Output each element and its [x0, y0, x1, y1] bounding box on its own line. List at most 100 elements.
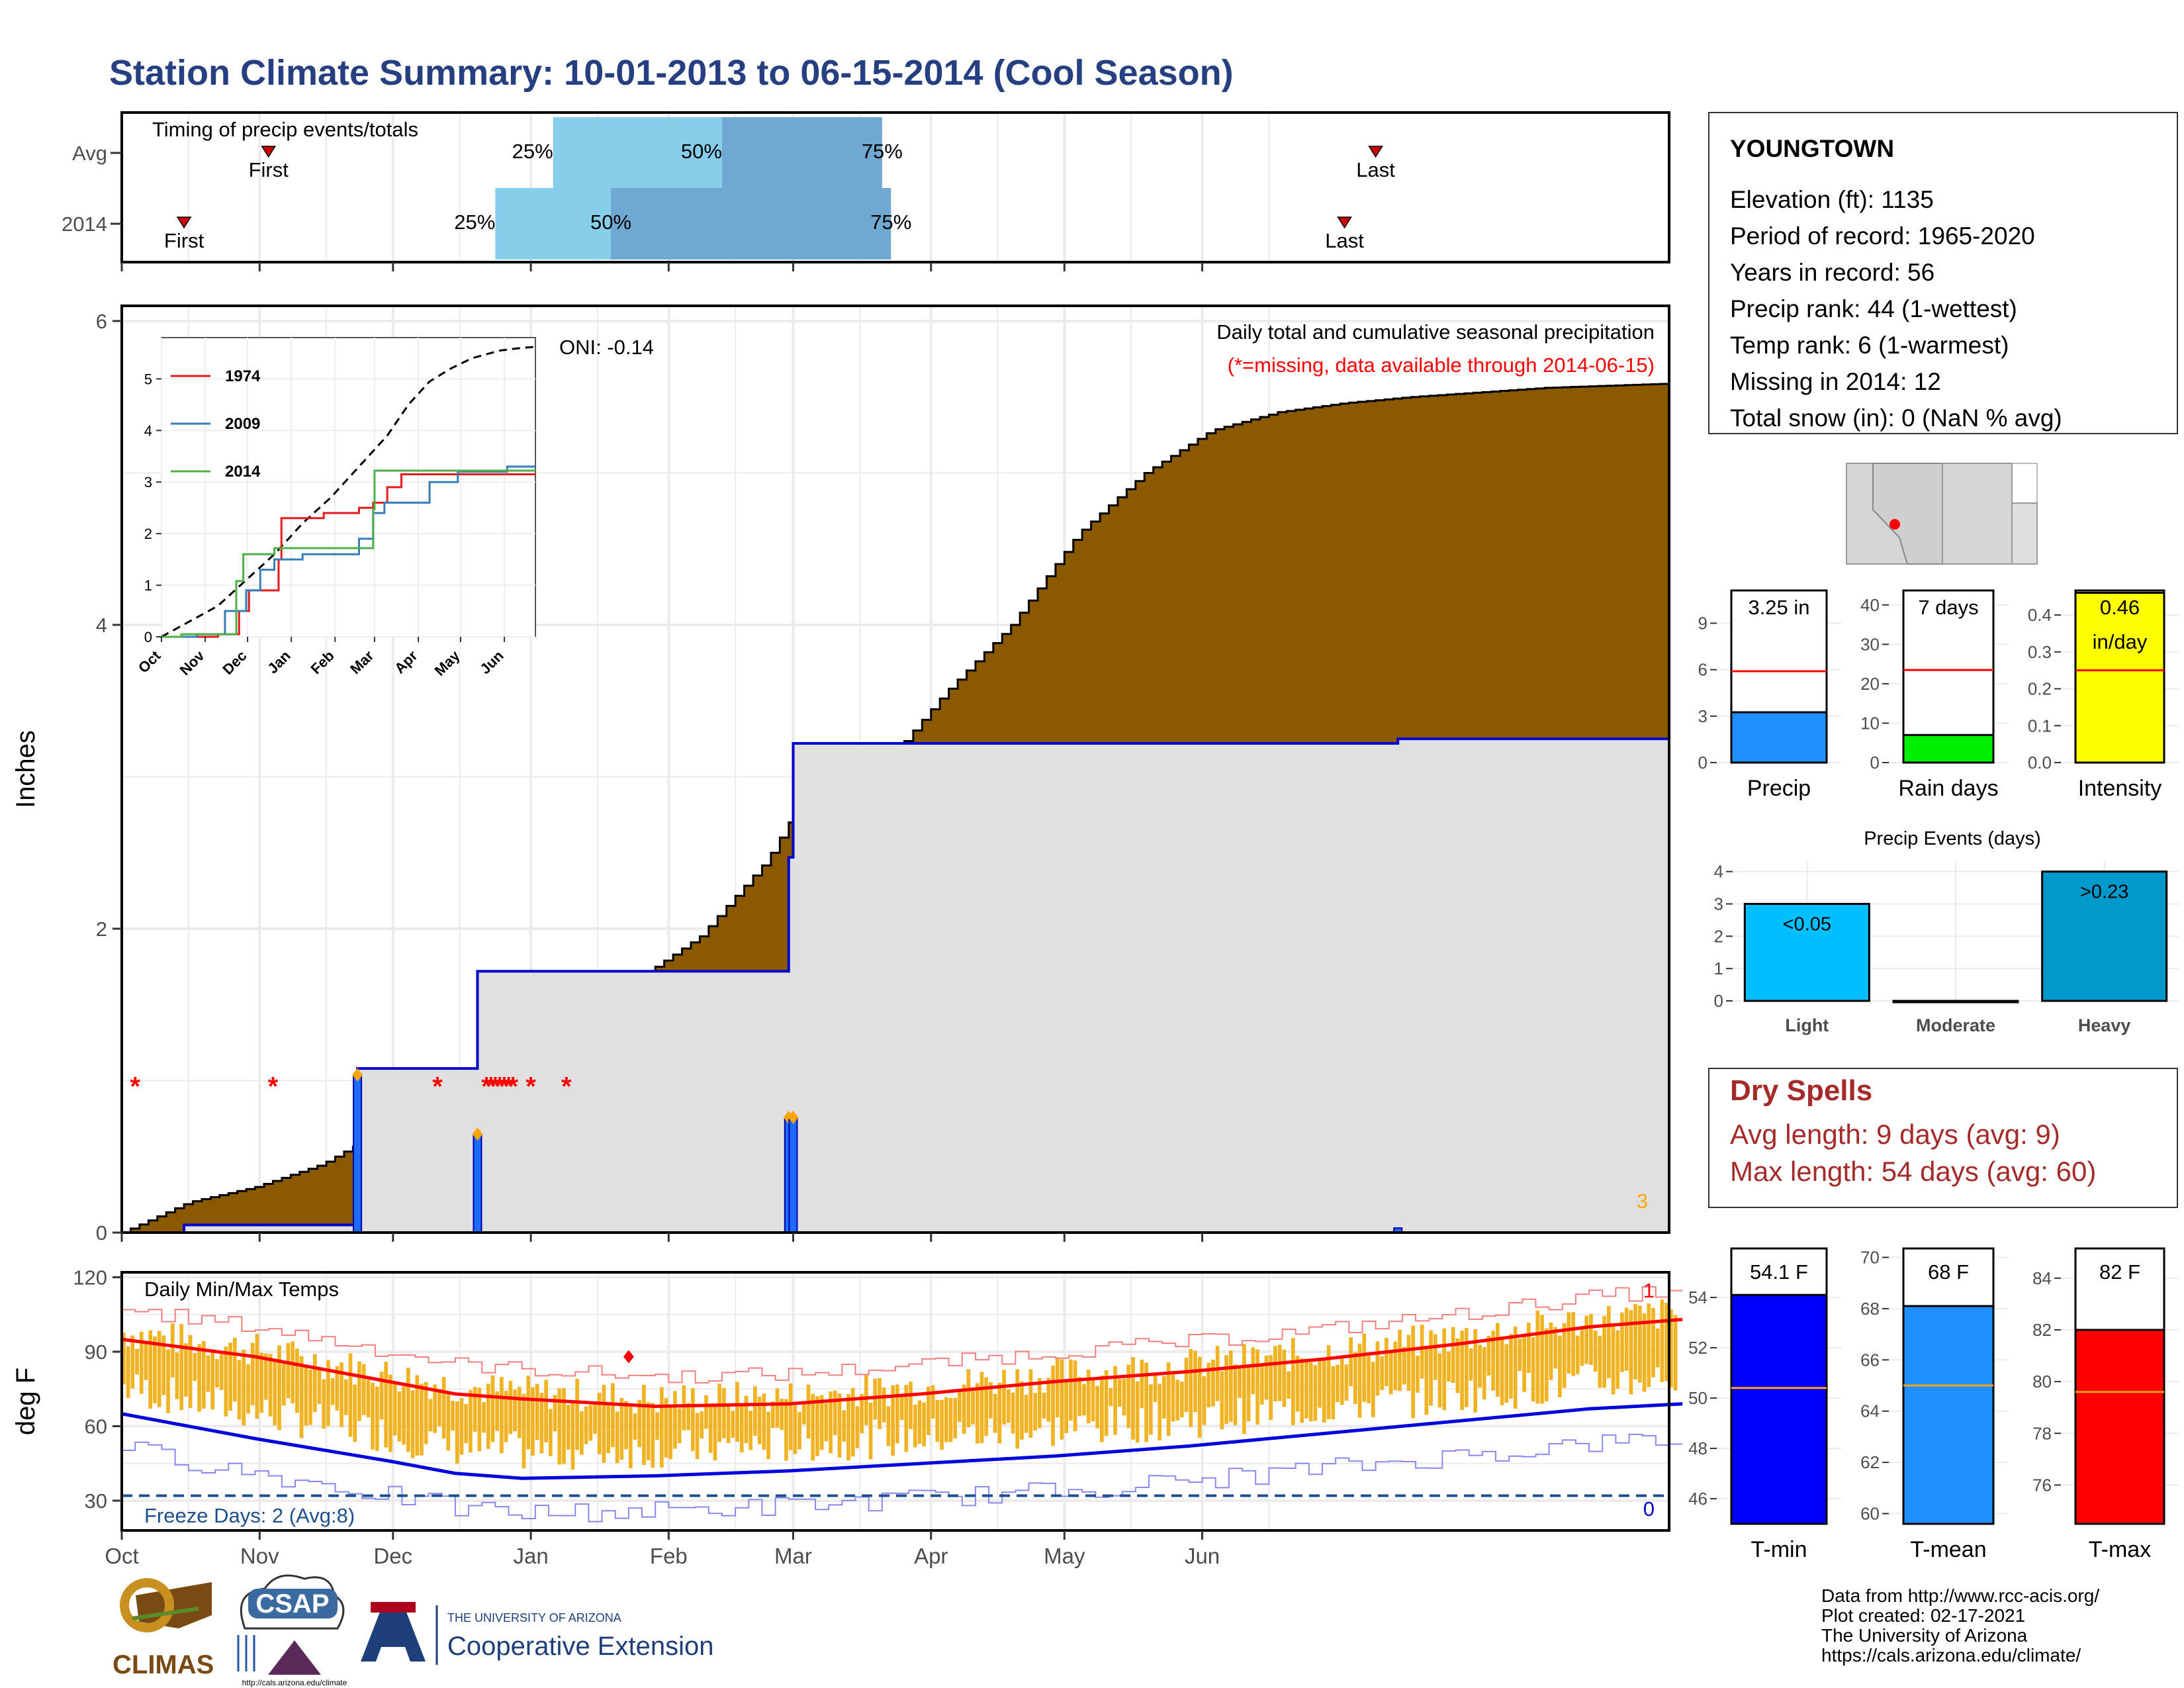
summary-bar-y-tick-label: 82: [2032, 1320, 2052, 1340]
inset-legend-label: 2009: [225, 415, 260, 433]
daily-temp-bar: [1633, 1303, 1637, 1380]
daily-temp-bar: [326, 1360, 330, 1427]
daily-temp-bar: [1002, 1370, 1006, 1425]
summary-bar-y-tick-label: 20: [1860, 674, 1880, 694]
daily-temp-bar: [224, 1346, 228, 1417]
missing-marker: *: [268, 1072, 279, 1101]
ua-small-text: THE UNIVERSITY OF ARIZONA: [447, 1611, 621, 1624]
daily-temp-bar: [1251, 1347, 1255, 1395]
summary-bar-y-tick-label: 62: [1860, 1452, 1880, 1472]
daily-temp-bar: [1411, 1325, 1416, 1419]
missing-marker: *: [561, 1072, 572, 1101]
daily-temp-bar: [948, 1397, 953, 1442]
events-bar-label: <0.05: [1783, 914, 1831, 935]
daily-temp-bar: [864, 1375, 868, 1425]
daily-temp-bar: [135, 1348, 139, 1375]
daily-temp-bar: [441, 1377, 446, 1439]
timing-panel: 25% 50% 75% First Last 25% 50% 75% First Last Tim…: [62, 111, 1670, 263]
min-record-count: 0: [1643, 1497, 1655, 1521]
summary-bar-category: Rain days: [1898, 776, 1998, 801]
daily-temp-bar: [575, 1379, 579, 1450]
daily-temp-bar: [642, 1384, 646, 1466]
daily-temp-bar: [246, 1364, 250, 1414]
daily-temp-bar: [1006, 1389, 1011, 1423]
daily-temp-bar: [1117, 1379, 1122, 1407]
daily-temp-bar: [312, 1354, 317, 1413]
daily-temp-bar: [161, 1335, 166, 1395]
events-category: Moderate: [1916, 1015, 1995, 1035]
daily-temp-bar: [437, 1389, 441, 1427]
events-bar: [2041, 870, 2168, 1002]
summary-bar-y-tick-label: 10: [1860, 713, 1880, 733]
daily-temp-bar: [806, 1384, 811, 1439]
daily-temp-bar: [700, 1411, 704, 1439]
daily-temp-bar: [1482, 1346, 1486, 1400]
daily-temp-bar: [1331, 1366, 1336, 1420]
daily-temp-bar: [1509, 1334, 1513, 1399]
missing-marker: *: [486, 1072, 496, 1101]
precip-summary-bars: 0 3 6 9 3.25 in Precip 0 10 20 30 40 7 days Rain day…: [1698, 589, 2179, 801]
daily-temp-bar: [553, 1395, 557, 1432]
daily-temp-bar: [1277, 1344, 1282, 1401]
station-line: Period of record: 1965-2020: [1730, 222, 2035, 250]
daily-temp-bar: [637, 1399, 642, 1448]
daily-temp-bar: [548, 1409, 553, 1456]
daily-temp-bar: [606, 1402, 611, 1454]
daily-temp-bar: [557, 1388, 562, 1465]
daily-temp-bar: [904, 1385, 909, 1452]
daily-temp-bar: [735, 1382, 739, 1442]
summary-bar-y-tick-label: 6: [1698, 660, 1707, 680]
daily-temp-bar: [935, 1399, 940, 1442]
daily-temp-bar: [1673, 1315, 1678, 1391]
daily-temp-bar: [259, 1352, 263, 1413]
month-tick-label: May: [1044, 1544, 1085, 1568]
daily-temp-bar: [1398, 1329, 1402, 1391]
daily-temp-bar: [1077, 1377, 1082, 1417]
daily-temp-bar: [1447, 1351, 1451, 1382]
daily-temp-bar: [1318, 1360, 1322, 1408]
daily-temp-bar: [1669, 1309, 1673, 1388]
events-bar-label: >0.23: [2080, 882, 2128, 903]
daily-temp-bar: [1246, 1366, 1251, 1421]
daily-temp-bar: [1269, 1355, 1273, 1421]
daily-temp-bar: [1606, 1305, 1611, 1379]
daily-temp-bar: [188, 1335, 193, 1409]
daily-temp-bar: [1504, 1344, 1509, 1403]
daily-temp-bar: [1322, 1358, 1326, 1423]
summary-bar-y-tick-label: 3: [1698, 706, 1707, 726]
inset-series-1974: [161, 473, 535, 638]
daily-temp-bar: [1215, 1346, 1220, 1401]
daily-temp-bar: [1562, 1323, 1567, 1388]
summary-bar-value: 7 days: [1918, 596, 1978, 619]
daily-temp-bar: [1664, 1302, 1668, 1382]
daily-temp-bar: [295, 1348, 299, 1413]
ua-cooperative-extension-logo: THE UNIVERSITY OF ARIZONA Cooperative Ex…: [361, 1602, 713, 1665]
daily-temp-bar: [1385, 1338, 1388, 1387]
daily-temp-bar: [1362, 1333, 1367, 1402]
daily-temp-bar: [1402, 1346, 1406, 1385]
timing-label-75: 75%: [862, 140, 903, 163]
daily-temp-bar: [1228, 1350, 1233, 1422]
daily-temp-bar: [157, 1331, 161, 1407]
precip-panel-border: [120, 305, 1670, 1234]
daily-temp-bar: [299, 1356, 304, 1438]
daily-temp-bar: [762, 1393, 766, 1450]
freeze-days-label: Freeze Days: 2 (Avg:8): [144, 1504, 355, 1527]
inset-y-tick-label: 3: [144, 474, 152, 491]
daily-temp-bar: [824, 1403, 829, 1442]
daily-temp-bar: [668, 1404, 673, 1460]
daily-temp-bar: [513, 1389, 517, 1432]
missing-marker: *: [504, 1072, 514, 1101]
daily-temp-bar: [250, 1342, 255, 1405]
inset-frame: [161, 337, 536, 637]
daily-temp-bar: [1424, 1348, 1429, 1415]
daily-temp-bar: [584, 1406, 588, 1444]
temp-y-axis: 30 60 90 120: [73, 1266, 122, 1513]
daily-temp-bar: [891, 1385, 895, 1456]
summary-bar-y-tick-label: 0: [1870, 753, 1880, 773]
dry-spells-frame: [1708, 1068, 2178, 1208]
month-tick-label: Apr: [914, 1544, 948, 1568]
daily-temp-bar: [451, 1401, 455, 1431]
map-newmexico-shape: [1942, 463, 2013, 565]
